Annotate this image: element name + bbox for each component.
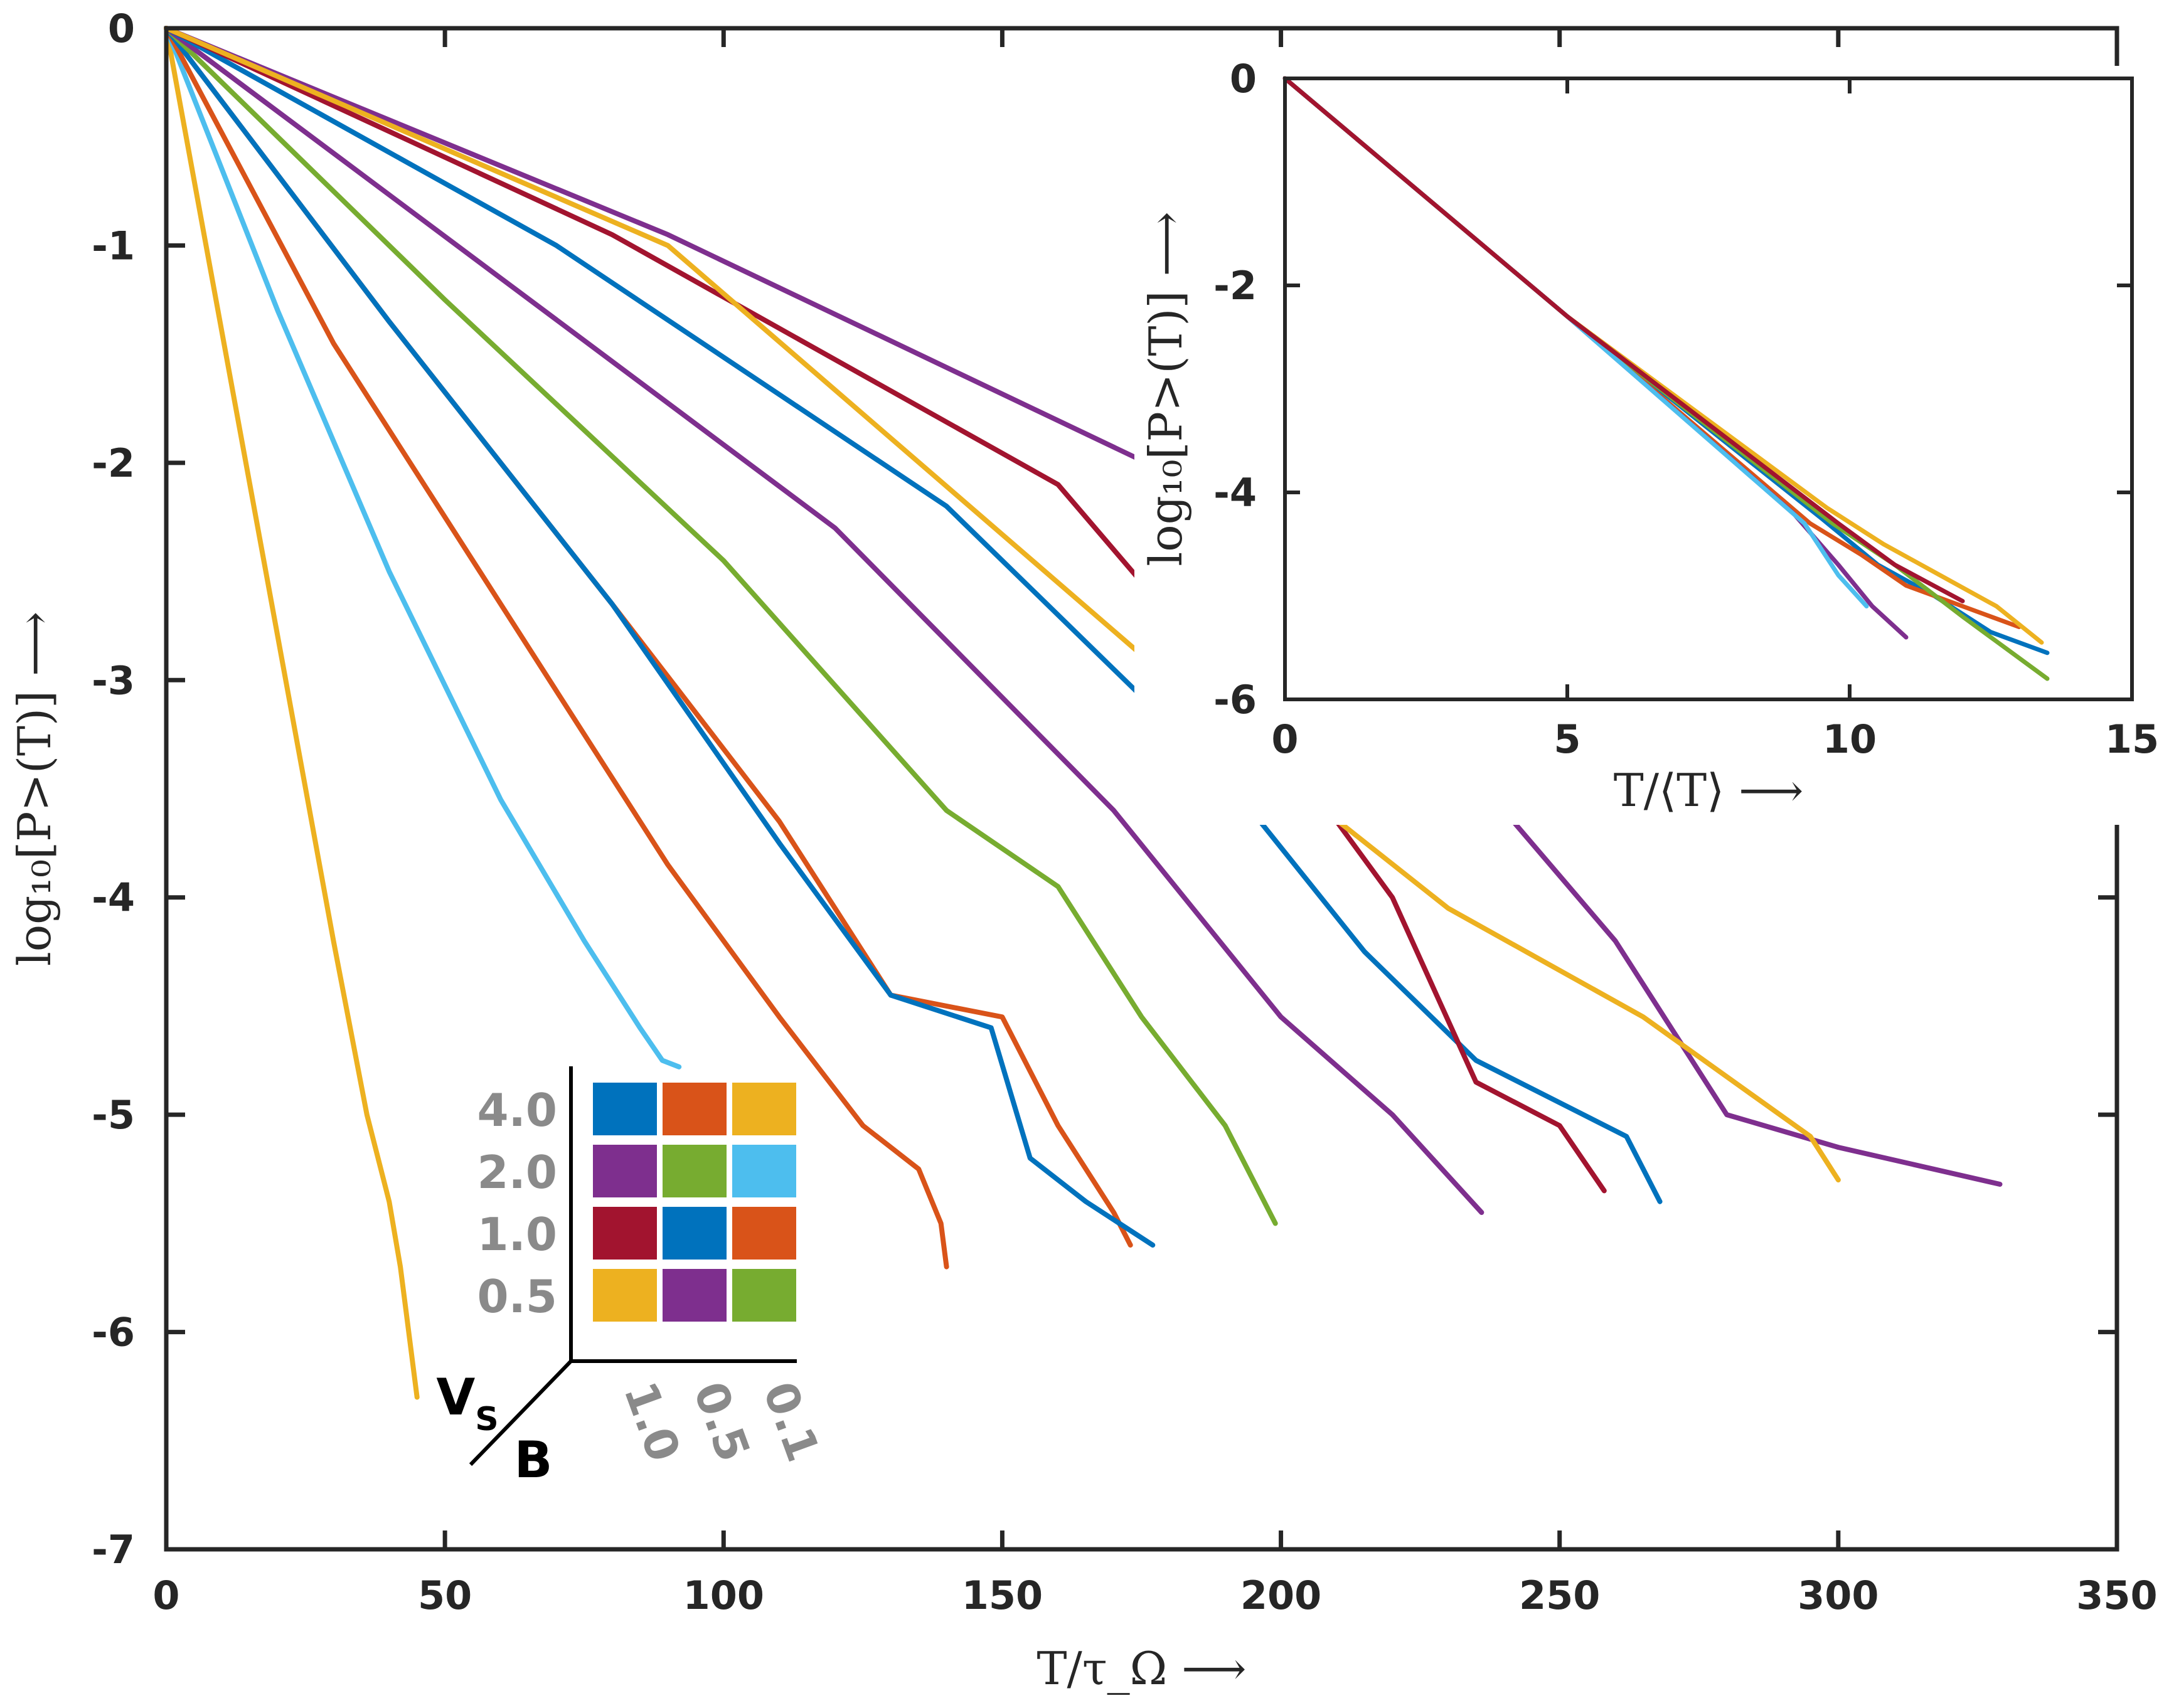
y-tick-label: -3 bbox=[92, 657, 135, 703]
series-line-2 bbox=[164, 26, 682, 1069]
series-line-10 bbox=[164, 26, 2003, 1187]
legend-row-axis-subscript: S bbox=[475, 1401, 498, 1438]
legend-cell-1-1 bbox=[590, 1080, 659, 1138]
y-tick-label: -2 bbox=[92, 440, 135, 486]
inset-plot: 0 5 10 15 0 -2 -4 -6 T/⟨T⟩ ⟶ log₁₀[P>(T)] ⟶ bbox=[1134, 56, 2159, 825]
y-tick-label: 0 bbox=[1230, 56, 1257, 102]
x-tick-label: 350 bbox=[2076, 1573, 2157, 1618]
legend-cell-4-2 bbox=[660, 1266, 729, 1324]
legend-cell-3-1 bbox=[590, 1204, 659, 1262]
x-tick-label: 10 bbox=[1823, 716, 1877, 762]
x-tick-label: 0 bbox=[152, 1573, 179, 1618]
legend-cell-4-3 bbox=[730, 1266, 799, 1324]
legend-diagonal bbox=[469, 1359, 573, 1467]
series-line-7 bbox=[164, 26, 1484, 1215]
y-tick-label: -4 bbox=[1213, 470, 1257, 516]
legend-cell-2-1 bbox=[590, 1142, 659, 1200]
x-tick-label: 15 bbox=[2105, 716, 2159, 762]
y-tick-label: -6 bbox=[92, 1310, 135, 1355]
legend-cell-1-2 bbox=[660, 1080, 729, 1138]
x-axis-label: T/τ_Ω ⟶ bbox=[1037, 1642, 1247, 1695]
legend-cell-2-3 bbox=[730, 1142, 799, 1200]
x-tick-label: 200 bbox=[1240, 1573, 1321, 1618]
x-axis-label: T/⟨T⟩ ⟶ bbox=[1614, 764, 1804, 817]
legend-cell-1-3 bbox=[730, 1080, 799, 1138]
legend-row-label: 2.0 bbox=[477, 1146, 557, 1199]
legend-row-label: 4.0 bbox=[477, 1084, 557, 1137]
series-line-1 bbox=[164, 26, 420, 1400]
x-tick-label: 300 bbox=[1798, 1573, 1879, 1618]
legend-row-label: 1.0 bbox=[477, 1208, 557, 1261]
inset-background bbox=[1134, 66, 2157, 825]
x-tick-label: 0 bbox=[1271, 716, 1298, 762]
legend-col-axis-name: B bbox=[514, 1431, 553, 1489]
y-axis-label: log₁₀[P>(T)] ⟶ bbox=[1139, 211, 1192, 566]
y-tick-label: -6 bbox=[1213, 677, 1257, 723]
legend-row-label: 0.5 bbox=[477, 1270, 557, 1323]
series-line-3 bbox=[164, 26, 949, 1270]
main-plot: 0 50 100 150 200 250 300 3500-1-2-3-4-5-6-7T/τ_… bbox=[8, 6, 2158, 1695]
series-line-11 bbox=[164, 26, 1841, 1183]
y-axis-label: log₁₀[P>(T)] ⟶ bbox=[8, 612, 61, 966]
legend-cell-4-1 bbox=[590, 1266, 659, 1324]
y-tick-label: -1 bbox=[92, 223, 135, 268]
y-tick-label: -4 bbox=[92, 875, 135, 921]
x-tick-label: 100 bbox=[683, 1573, 764, 1618]
legend-cell-3-2 bbox=[660, 1204, 729, 1262]
legend-cell-2-2 bbox=[660, 1142, 729, 1200]
series-line-7 bbox=[1282, 76, 1965, 603]
x-tick-label: 5 bbox=[1553, 716, 1580, 762]
legend-row-axis-name: VS bbox=[436, 1368, 498, 1438]
series-line-5 bbox=[164, 26, 1156, 1248]
y-tick-label: 0 bbox=[108, 6, 135, 51]
axes-box bbox=[1283, 77, 2134, 701]
y-tick-label: -7 bbox=[92, 1527, 135, 1573]
series-line-8 bbox=[164, 26, 1663, 1204]
y-tick-label: -5 bbox=[92, 1092, 135, 1138]
y-tick-label: -2 bbox=[1213, 263, 1257, 309]
legend-row-axis-letter: V bbox=[436, 1368, 475, 1426]
series-line-6 bbox=[164, 26, 1278, 1226]
x-tick-label: 50 bbox=[418, 1573, 472, 1618]
x-tick-label: 250 bbox=[1519, 1573, 1600, 1618]
legend-cell-3-3 bbox=[730, 1204, 799, 1262]
x-tick-label: 150 bbox=[962, 1573, 1043, 1618]
